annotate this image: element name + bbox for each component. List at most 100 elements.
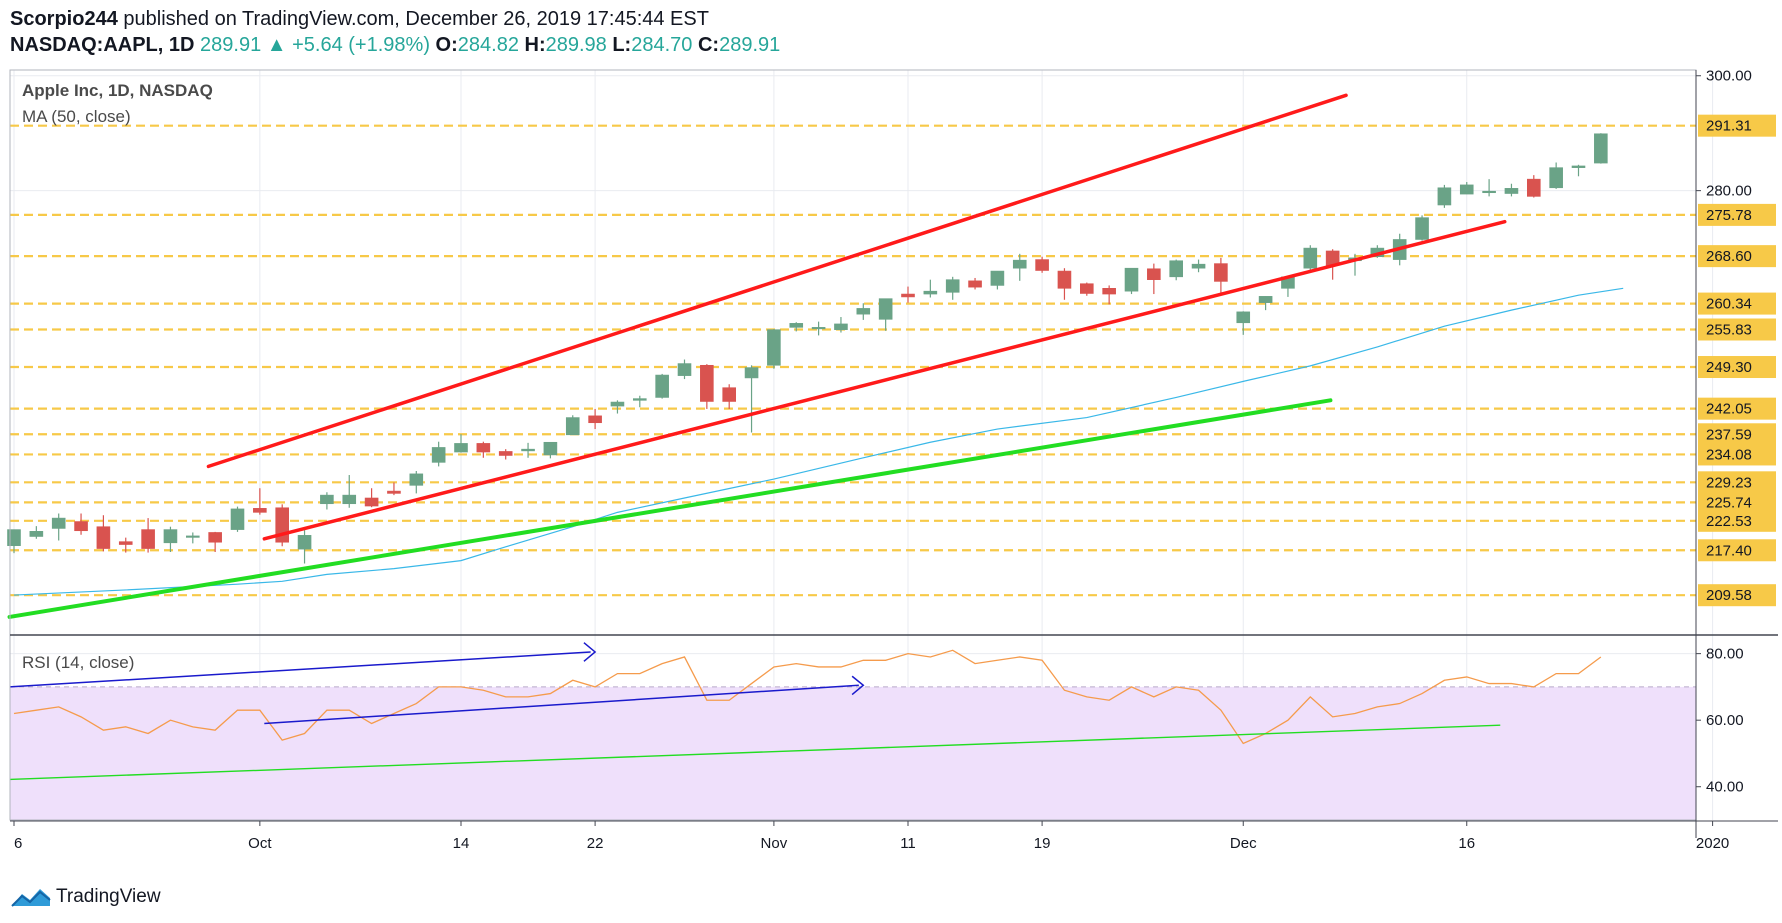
author-name[interactable]: Scorpio244 (10, 8, 118, 30)
high-label: H: (524, 34, 546, 56)
trend-drawings (7, 93, 1507, 781)
price-badge-label-12: 217.40 (1706, 542, 1752, 559)
price-badge-6 (1698, 397, 1776, 420)
candle-body-55 (1236, 311, 1251, 324)
price-badge-2 (1698, 245, 1776, 268)
time-tick-label-3: 22 (587, 835, 604, 852)
candle-body-68 (1527, 178, 1541, 197)
close-label: C: (697, 34, 720, 56)
candle-body-51 (1147, 268, 1161, 280)
candle-body-41 (923, 290, 938, 295)
candle-body-21 (476, 443, 491, 453)
candle-body-52 (1169, 260, 1183, 278)
price-badge-9 (1698, 471, 1776, 494)
time-tick-label-6: 19 (1034, 835, 1051, 852)
price-tick-label-1: 280.00 (1706, 183, 1752, 200)
price-badge-label-8: 234.08 (1706, 446, 1752, 463)
price-badge-7 (1698, 423, 1776, 446)
rsi-band (10, 686, 1696, 820)
footer-brand: TradingView (56, 886, 161, 907)
tradingview-footer[interactable]: TradingView (10, 886, 161, 908)
price-badge-13 (1698, 584, 1776, 607)
candle-body-16 (364, 497, 379, 507)
candle-body-15 (342, 494, 357, 505)
candle-body-22 (498, 451, 513, 456)
price-badge-label-2: 268.60 (1706, 248, 1752, 265)
candle-body-10 (230, 508, 245, 530)
support-trend-line (7, 398, 1333, 619)
candle-body-14 (320, 494, 334, 505)
time-tick-label-1: Oct (248, 835, 272, 852)
time-axis[interactable]: 6 Oct 14 22 Nov 11 19 Dec 16 2020 (13, 821, 1729, 852)
chart-header: Scorpio244 published on TradingView.com,… (10, 6, 780, 58)
candle-body-18 (409, 473, 424, 486)
candle-body-31 (700, 364, 714, 402)
candle-body-28 (632, 398, 647, 401)
rsi-divergence-upper (9, 651, 591, 688)
chart-title: Apple Inc, 1D, NASDAQ (22, 81, 213, 100)
candle-body-32 (722, 387, 737, 402)
candle-body-56 (1258, 296, 1273, 303)
candle-body-34 (767, 329, 781, 366)
rsi-tick-label-2: 40.00 (1706, 779, 1744, 796)
arrow-right-icon (583, 642, 597, 662)
price-badge-3 (1698, 292, 1776, 315)
open-label: O: (435, 34, 458, 56)
price-badge-label-1: 275.78 (1706, 207, 1752, 224)
candle-body-54 (1214, 263, 1228, 282)
candle-body-19 (431, 447, 446, 463)
price-badge-4 (1698, 318, 1776, 341)
candle-body-24 (543, 441, 558, 456)
axes (9, 69, 1778, 838)
candle-body-70 (1571, 165, 1586, 168)
symbol-line: NASDAQ:AAPL, 1D 289.91 ▲ +5.64 (+1.98%) … (10, 32, 780, 58)
price-change: +5.64 (+1.98%) (292, 34, 430, 56)
price-axis[interactable]: 300.00 280.00 291.31 275.78 268.60 260.34 255.… (1696, 68, 1776, 796)
last-price: 289.91 (200, 34, 262, 56)
price-badge-label-4: 255.83 (1706, 321, 1752, 338)
price-tick-label-0: 300.00 (1706, 68, 1752, 85)
channel-lower-line (262, 219, 1507, 541)
candle-body-64 (1437, 187, 1452, 206)
candle-body-48 (1080, 283, 1094, 294)
price-badge-10 (1698, 491, 1776, 514)
rsi-tick-label-0: 80.00 (1706, 646, 1744, 663)
time-tick-label-9: 2020 (1696, 835, 1729, 852)
candle-body-46 (1035, 259, 1049, 271)
price-badge-1 (1698, 203, 1776, 226)
up-arrow-icon: ▲ (266, 34, 287, 56)
candle-body-33 (744, 367, 759, 379)
candle-body-66 (1482, 190, 1496, 194)
candle-body-23 (521, 448, 535, 452)
low-label: L: (612, 34, 632, 56)
candle-body-2 (51, 517, 66, 529)
symbol-label[interactable]: NASDAQ:AAPL, 1D (10, 34, 195, 56)
support-levels (10, 124, 1696, 597)
rsi-legend: RSI (14, close) (22, 653, 134, 672)
candle-body-43 (968, 280, 982, 288)
time-tick-label-2: 14 (453, 835, 470, 852)
candle-body-65 (1459, 184, 1474, 195)
price-badge-label-6: 242.05 (1706, 401, 1752, 418)
price-badge-label-0: 291.31 (1706, 118, 1752, 135)
candle-body-71 (1594, 133, 1608, 164)
candle-body-50 (1124, 267, 1139, 292)
arrow-right-icon (851, 675, 865, 696)
candle-body-5 (118, 541, 133, 545)
ma50-line (13, 287, 1624, 596)
candle-body-7 (163, 529, 178, 544)
price-badge-label-7: 237.59 (1706, 426, 1752, 443)
candle-body-53 (1191, 263, 1206, 269)
rsi-divergence-lower (264, 684, 859, 725)
time-tick-label-4: Nov (761, 835, 788, 852)
price-badge-label-13: 209.58 (1706, 587, 1752, 604)
candle-body-0 (7, 529, 21, 546)
candle-body-3 (74, 521, 88, 532)
candle-body-44 (990, 270, 1005, 286)
rsi-panel (10, 649, 1696, 821)
ma-legend: MA (50, close) (22, 107, 131, 126)
candle-body-63 (1415, 217, 1429, 240)
channel-upper-line (206, 93, 1348, 469)
candle-body-42 (945, 279, 960, 293)
